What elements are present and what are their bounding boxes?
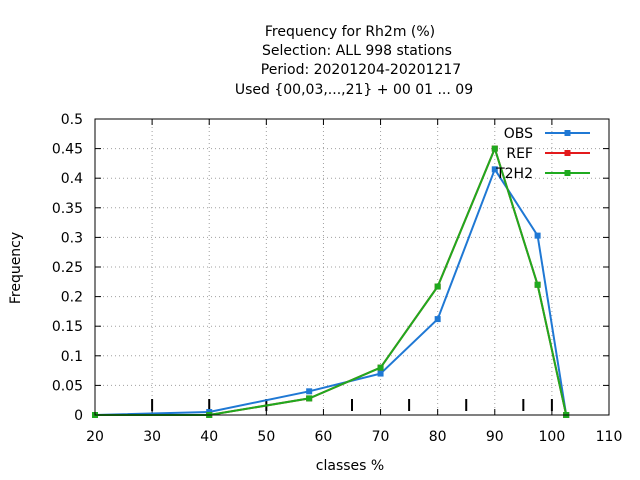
x-tick-label: 40 — [200, 429, 218, 445]
class-markers — [151, 399, 553, 411]
title-line-1: Frequency for Rh2m (%) — [265, 24, 435, 40]
legend-swatch-marker — [564, 150, 571, 156]
y-tick-label: 0.45 — [52, 142, 83, 158]
y-tick-label: 0.15 — [52, 319, 83, 335]
x-axis-label: classes % — [316, 458, 384, 474]
data-point-obs — [377, 370, 384, 377]
grid-lines — [94, 118, 610, 416]
x-tick-label: 20 — [86, 429, 104, 445]
y-tick-labels: 0 0.05 0.1 0.15 0.2 0.25 0.3 0.35 0.4 0.45 0.5 — [52, 112, 83, 424]
x-tick-label: 80 — [429, 429, 447, 445]
y-tick-label: 0.4 — [61, 171, 83, 187]
x-tick-label: 60 — [315, 429, 333, 445]
x-tick-label: 70 — [372, 429, 390, 445]
legend-label: OBS — [504, 126, 533, 142]
chart-title: Frequency for Rh2m (%) Selection: ALL 99… — [235, 24, 473, 98]
x-tick-label: 90 — [486, 429, 504, 445]
legend-swatch-marker — [564, 130, 571, 136]
data-point-t2h2 — [534, 281, 541, 288]
x-tick-label: 30 — [143, 429, 161, 445]
legend-swatch-marker — [564, 170, 571, 176]
y-tick-label: 0.1 — [61, 349, 83, 365]
y-tick-label: 0 — [74, 408, 83, 424]
data-point-obs — [306, 388, 313, 395]
title-line-3: Period: 20201204-20201217 — [261, 62, 461, 78]
x-tick-label: 50 — [257, 429, 275, 445]
data-point-obs — [434, 316, 441, 323]
legend: OBS REF T2H2 — [495, 126, 590, 182]
series-line-t2h2 — [95, 145, 568, 416]
x-tick-label: 100 — [539, 429, 566, 445]
x-tick-label: 110 — [596, 429, 623, 445]
y-tick-label: 0.35 — [52, 201, 83, 217]
y-tick-label: 0.05 — [52, 378, 83, 394]
y-tick-label: 0.2 — [61, 290, 83, 306]
y-tick-label: 0.5 — [61, 112, 83, 128]
data-point-obs — [534, 232, 541, 239]
data-point-t2h2 — [491, 145, 498, 152]
legend-label: REF — [506, 146, 533, 162]
y-axis-label: Frequency — [8, 232, 24, 304]
title-line-2: Selection: ALL 998 stations — [262, 43, 452, 59]
data-point-t2h2 — [306, 395, 313, 402]
legend-label: T2H2 — [495, 166, 533, 182]
data-point-obs — [491, 166, 498, 173]
series-line-ref — [95, 145, 568, 416]
data-point-t2h2 — [434, 283, 441, 290]
y-tick-label: 0.3 — [61, 230, 83, 246]
data-point-t2h2 — [377, 364, 384, 371]
y-tick-label: 0.25 — [52, 260, 83, 276]
series-line-obs — [94, 167, 568, 416]
x-tick-labels: 20 30 40 50 60 70 80 90 100 110 — [86, 429, 622, 445]
series-lines — [92, 145, 570, 418]
plot-frame — [94, 118, 610, 416]
title-line-4: Used {00,03,...,21} + 00 01 ... 09 — [235, 82, 473, 98]
